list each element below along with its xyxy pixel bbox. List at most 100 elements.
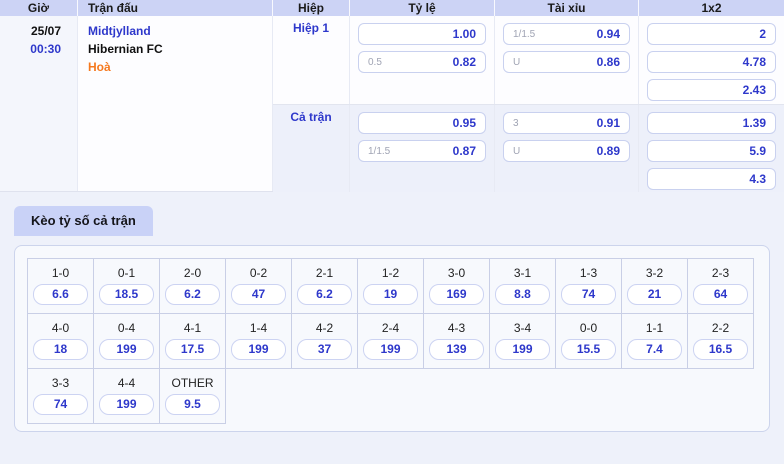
score-label: 1-1	[645, 321, 664, 335]
period-label: Hiệp 1	[273, 16, 350, 104]
score-cell: 0-0 15.5	[555, 313, 622, 369]
odds-value: 1.39	[742, 116, 766, 130]
score-odds-button[interactable]: 74	[33, 394, 88, 415]
away-win-odds-box[interactable]: 2.43	[647, 79, 776, 101]
one-x-two-column: 1.39 5.9 4.3	[639, 105, 784, 192]
header-period: Hiệp	[273, 0, 350, 16]
score-cell: 2-1 6.2	[291, 258, 358, 314]
match-time: 00:30	[30, 42, 61, 56]
score-odds-button[interactable]: 6.2	[297, 284, 352, 305]
score-odds-button[interactable]: 7.4	[627, 339, 682, 360]
score-odds-button[interactable]: 8.8	[495, 284, 550, 305]
away-team-name: Hibernian FC	[88, 42, 163, 56]
draw-odds-box[interactable]: 4.78	[647, 51, 776, 73]
handicap-odds-box[interactable]: 0.95	[358, 112, 486, 134]
odds-value: 4.78	[742, 55, 766, 69]
score-odds-button[interactable]: 18	[33, 339, 88, 360]
score-cell: 0-1 18.5	[93, 258, 160, 314]
score-odds-button[interactable]: 18.5	[99, 284, 154, 305]
handicap-odds-box[interactable]: 1.00	[358, 23, 486, 45]
odds-table-header: Giờ Trận đấu Hiệp Tỷ lệ Tài xỉu 1x2	[0, 0, 784, 16]
score-label: 0-2	[249, 266, 268, 280]
header-1x2: 1x2	[701, 1, 722, 15]
score-odds-button[interactable]: 199	[231, 339, 286, 360]
score-label: 4-2	[315, 321, 334, 335]
odds-value: 2.43	[742, 83, 766, 97]
over-under-odds-box[interactable]: 1/1.5 0.94	[503, 23, 630, 45]
draw-odds-box[interactable]: 5.9	[647, 140, 776, 162]
score-odds-button[interactable]: 15.5	[561, 339, 616, 360]
over-under-odds-box[interactable]: U 0.89	[503, 140, 630, 162]
home-win-odds-box[interactable]: 1.39	[647, 112, 776, 134]
correct-score-panel: 1-0 6.6 0-1 18.5 2-0 6.2 0-2 47	[14, 245, 770, 432]
odds-value: 0.89	[596, 144, 620, 158]
score-label: 3-4	[513, 321, 532, 335]
score-cell: 0-2 47	[225, 258, 292, 314]
score-cell: 2-0 6.2	[159, 258, 226, 314]
score-label: 1-2	[381, 266, 400, 280]
handicap-line: 1/1.5	[368, 145, 391, 157]
home-win-odds-box[interactable]: 2	[647, 23, 776, 45]
odds-value: 0.91	[596, 116, 620, 130]
score-odds-button[interactable]: 21	[627, 284, 682, 305]
score-odds-button[interactable]: 16.5	[693, 339, 748, 360]
score-cell: 2-4 199	[357, 313, 424, 369]
score-cell: 3-0 169	[423, 258, 490, 314]
score-label: 3-2	[645, 266, 664, 280]
score-odds-button[interactable]: 19	[363, 284, 418, 305]
over-under-odds-box[interactable]: 3 0.91	[503, 112, 630, 134]
score-cell: 0-4 199	[93, 313, 160, 369]
score-cell: 1-1 7.4	[621, 313, 688, 369]
score-odds-button[interactable]: 199	[99, 394, 154, 415]
score-odds-button[interactable]: 37	[297, 339, 352, 360]
odds-value: 1.00	[452, 27, 476, 41]
match-date: 25/07	[30, 24, 61, 38]
match-odds-table: Giờ Trận đấu Hiệp Tỷ lệ Tài xỉu 1x2 25/0…	[0, 0, 784, 192]
odds-value: 0.87	[452, 144, 476, 158]
score-odds-button[interactable]: 169	[429, 284, 484, 305]
score-odds-button[interactable]: 64	[693, 284, 748, 305]
score-odds-button[interactable]: 47	[231, 284, 286, 305]
score-grid-row: 1-0 6.6 0-1 18.5 2-0 6.2 0-2 47	[27, 258, 769, 314]
score-odds-button[interactable]: 6.2	[165, 284, 220, 305]
score-odds-button[interactable]: 9.5	[165, 394, 220, 415]
score-cell: 1-0 6.6	[27, 258, 94, 314]
odds-section-first-half: Hiệp 1 1.00 0.5 0.82 1/1.5	[273, 16, 784, 104]
over-under-line: U	[513, 56, 521, 68]
odds-value: 5.9	[749, 144, 766, 158]
handicap-odds-box[interactable]: 0.5 0.82	[358, 51, 486, 73]
score-odds-button[interactable]: 199	[495, 339, 550, 360]
header-match: Trận đấu	[78, 0, 273, 16]
score-odds-button[interactable]: 17.5	[165, 339, 220, 360]
score-label: 3-3	[51, 376, 70, 390]
odds-value: 2	[759, 27, 766, 41]
score-odds-button[interactable]: 199	[99, 339, 154, 360]
odds-section-full-time: Cả trận 0.95 1/1.5 0.87 3	[273, 104, 784, 192]
score-odds-button[interactable]: 74	[561, 284, 616, 305]
score-cell: 1-3 74	[555, 258, 622, 314]
score-cell: 1-4 199	[225, 313, 292, 369]
score-cell: 3-4 199	[489, 313, 556, 369]
score-odds-button[interactable]: 139	[429, 339, 484, 360]
score-label: 2-4	[381, 321, 400, 335]
score-label: 4-3	[447, 321, 466, 335]
score-label: 3-1	[513, 266, 532, 280]
score-odds-button[interactable]: 199	[363, 339, 418, 360]
score-label: 1-3	[579, 266, 598, 280]
score-label: 2-0	[183, 266, 202, 280]
score-cell: 4-3 139	[423, 313, 490, 369]
score-label: 1-4	[249, 321, 268, 335]
odds-table-body: 25/07 00:30 Midtjylland Hibernian FC Hoà…	[0, 16, 784, 192]
away-win-odds-box[interactable]: 4.3	[647, 168, 776, 190]
score-label: 0-1	[117, 266, 136, 280]
score-cell: 3-2 21	[621, 258, 688, 314]
score-label: 2-1	[315, 266, 334, 280]
score-odds-button[interactable]: 6.6	[33, 284, 88, 305]
correct-score-tab[interactable]: Kèo tỷ số cả trận	[14, 206, 153, 236]
score-cell: 4-0 18	[27, 313, 94, 369]
over-under-odds-box[interactable]: U 0.86	[503, 51, 630, 73]
header-handicap: Tỷ lệ	[350, 0, 495, 16]
score-cell: 4-2 37	[291, 313, 358, 369]
handicap-odds-box[interactable]: 1/1.5 0.87	[358, 140, 486, 162]
